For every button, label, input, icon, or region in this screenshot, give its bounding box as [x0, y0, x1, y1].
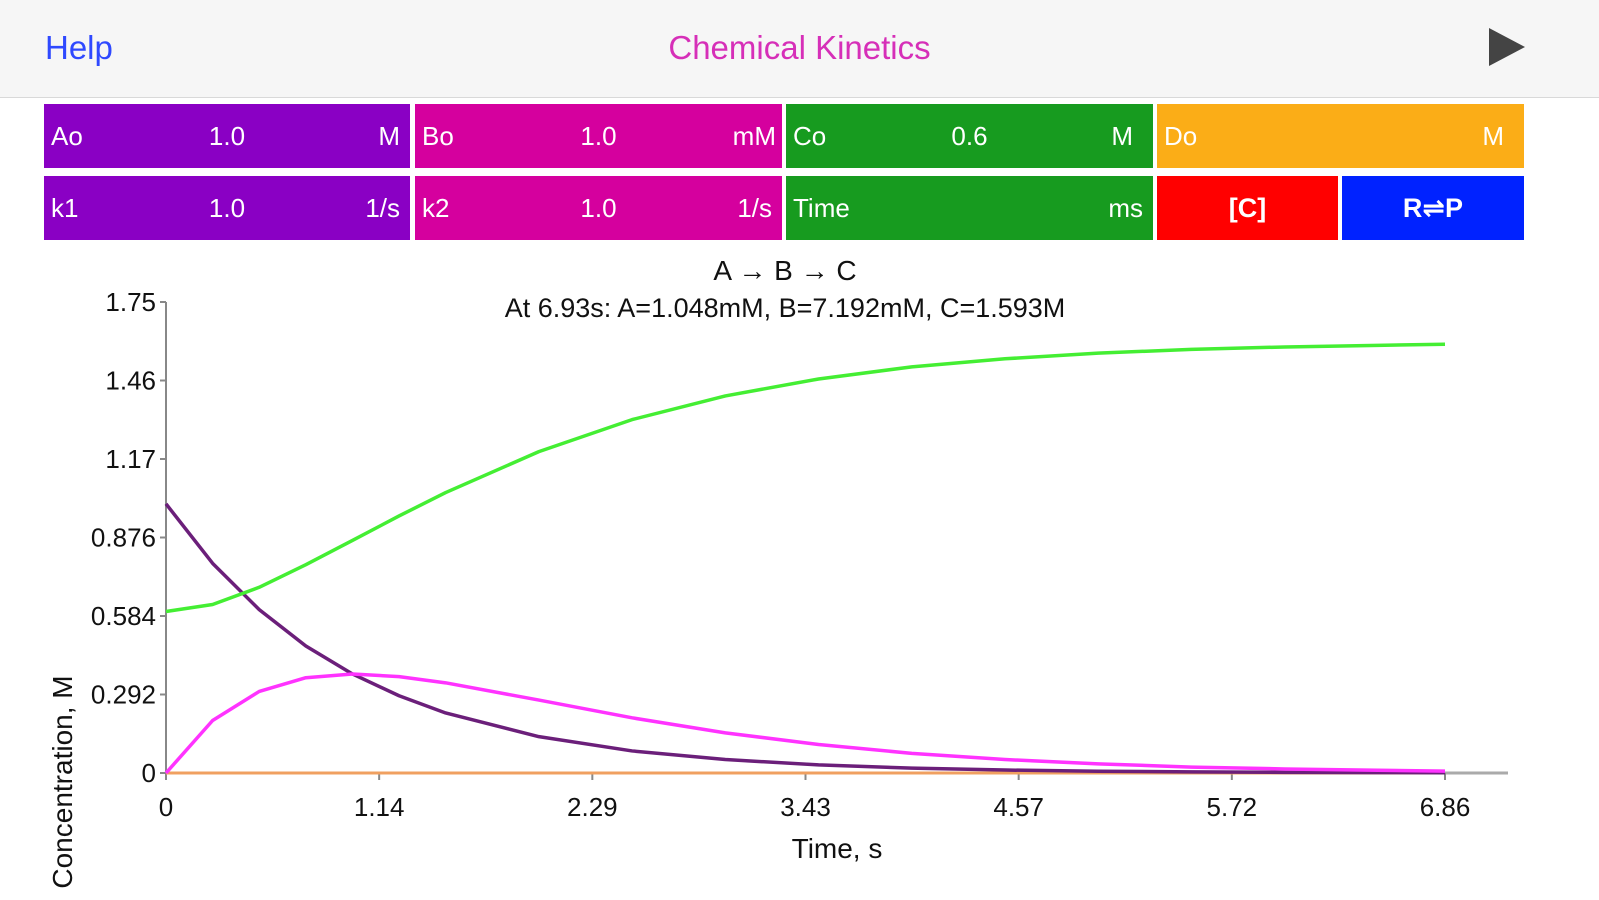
param-unit: 1/s	[365, 193, 400, 223]
y-tick-label: 1.46	[105, 366, 156, 396]
param-time-field[interactable]: Time ms	[786, 176, 1153, 240]
x-tick-label: 2.29	[567, 792, 618, 822]
x-tick-label: 6.86	[1420, 792, 1471, 822]
param-unit: M	[378, 121, 400, 151]
x-tick-label: 1.14	[354, 792, 405, 822]
x-tick-label: 5.72	[1207, 792, 1258, 822]
play-icon[interactable]	[1487, 26, 1527, 68]
param-co-field[interactable]: Co 0.6 M	[786, 104, 1153, 168]
param-bo-field[interactable]: Bo 1.0 mM	[415, 104, 782, 168]
series-line-2	[165, 342, 1446, 614]
param-unit: mM	[732, 121, 776, 151]
y-tick-label: 0.292	[91, 680, 156, 710]
kinetics-chart: A → B → C At 6.93s: A=1.048mM, B=7.192mM…	[47, 255, 1508, 889]
param-value: 1.0	[580, 121, 617, 151]
param-k1-field[interactable]: k1 1.0 1/s	[44, 176, 410, 240]
param-unit: M	[1482, 121, 1504, 151]
param-value: 1.0	[580, 193, 617, 223]
x-axis-label: Time, s	[792, 833, 883, 864]
param-label: Ao	[51, 121, 83, 151]
y-tick-label: 1.75	[105, 287, 156, 317]
y-tick-label: 1.17	[105, 444, 156, 474]
page-title: Chemical Kinetics	[668, 29, 931, 66]
top-bar: Help Chemical Kinetics	[0, 0, 1599, 98]
param-ao-field[interactable]: Ao 1.0 M	[44, 104, 410, 168]
help-button[interactable]: Help	[45, 29, 113, 66]
y-tick-label: 0.584	[91, 601, 156, 631]
param-value: 1.0	[208, 121, 246, 151]
reversible-reaction-button[interactable]: R⇌P	[1342, 176, 1524, 240]
concentration-button[interactable]: [C]	[1157, 176, 1338, 240]
param-unit: 1/s	[737, 193, 772, 223]
chart-series	[164, 342, 1446, 775]
param-label: k2	[422, 193, 450, 223]
param-do-field[interactable]: Do M	[1157, 104, 1524, 168]
x-tick-label: 0	[159, 792, 173, 822]
y-tick-label: 0	[142, 758, 156, 788]
param-unit: ms	[1108, 193, 1143, 223]
param-unit: M	[1111, 121, 1133, 151]
concentration-button-label: [C]	[1228, 193, 1267, 223]
param-label: Co	[793, 121, 827, 151]
param-label: Bo	[422, 121, 454, 151]
param-label: Time	[793, 193, 850, 223]
y-tick-label: 0.876	[91, 523, 156, 553]
x-tick-label: 3.43	[780, 792, 831, 822]
reversible-button-label: R⇌P	[1402, 193, 1464, 223]
x-tick-label: 4.57	[993, 792, 1044, 822]
param-value: 0.6	[951, 121, 988, 151]
y-axis-label: Concentration, M	[47, 675, 78, 888]
param-label: Do	[1164, 121, 1198, 151]
series-line-1	[164, 672, 1446, 775]
param-label: k1	[51, 193, 79, 223]
chart-subtitle: At 6.93s: A=1.048mM, B=7.192mM, C=1.593M	[505, 293, 1066, 323]
chart-title: A → B → C	[713, 255, 856, 286]
param-value: 1.0	[208, 193, 246, 223]
series-line-0	[164, 502, 1446, 775]
param-k2-field[interactable]: k2 1.0 1/s	[415, 176, 782, 240]
